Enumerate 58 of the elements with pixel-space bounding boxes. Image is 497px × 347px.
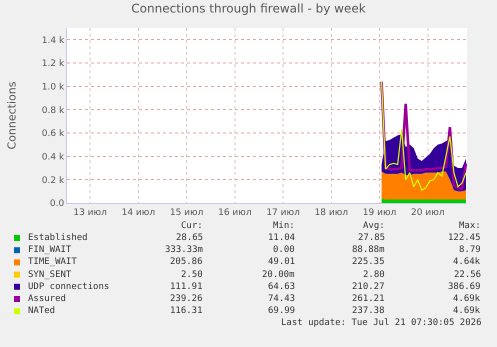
y-tick-label: 0.8 k: [42, 106, 65, 116]
text: 22.56: [454, 270, 482, 280]
text: 4.69k: [453, 306, 481, 316]
text: 69.99: [268, 306, 296, 316]
text: 2.50: [181, 270, 203, 280]
x-tick-label: 18 июл: [314, 208, 348, 218]
x-tick-label: 20 июл: [411, 208, 445, 218]
text: Avg:: [363, 221, 385, 231]
text: 27.85: [358, 233, 386, 243]
text: 8.79: [459, 245, 481, 255]
text: 225.35: [352, 257, 385, 267]
text: 28.65: [176, 233, 204, 243]
y-tick-label: 0.4 k: [42, 152, 65, 162]
text: 88.88m: [352, 245, 385, 255]
y-tick-label: 1.0 k: [42, 82, 65, 92]
text: 2.80: [363, 270, 385, 280]
text: 49.01: [268, 257, 296, 267]
text: 261.21: [352, 294, 385, 304]
legend-label: Assured: [28, 294, 66, 304]
text: 11.04: [268, 233, 296, 243]
text: 4.64k: [453, 257, 481, 267]
y-tick-label: 1.2 k: [42, 59, 65, 70]
text: 386.69: [448, 282, 481, 292]
text: 116.31: [170, 306, 203, 316]
text: 237.38: [352, 306, 385, 316]
x-tick-label: 14 июл: [122, 208, 156, 218]
text: Max:: [459, 221, 481, 231]
legend-label: TIME_WAIT: [28, 257, 78, 267]
y-tick-label: 0.0: [50, 199, 64, 210]
y-tick-label: 0.6 k: [42, 129, 65, 140]
text: 239.26: [170, 294, 203, 304]
legend-label: FIN_WAIT: [28, 245, 72, 255]
text: 64.63: [268, 282, 296, 292]
text: 20.00m: [262, 270, 295, 280]
legend-label: SYN_SENT: [28, 270, 72, 280]
y-tick-label: 0.2 k: [42, 176, 65, 186]
text: 74.43: [268, 294, 296, 304]
legend-label: UDP connections: [28, 282, 110, 292]
text: Cur:: [181, 221, 203, 231]
y-tick-label: 1.4 k: [42, 36, 65, 46]
text: 4.69k: [453, 294, 481, 304]
legend-label: Established: [28, 233, 88, 243]
x-tick-label: 15 июл: [170, 208, 204, 218]
chart-title: Connections through firewall - by week: [131, 1, 366, 16]
text: 210.27: [352, 282, 385, 292]
x-tick-label: 17 июл: [266, 208, 300, 218]
text: 333.33m: [165, 245, 203, 255]
x-tick-label: 16 июл: [218, 208, 252, 218]
text: Last update: Tue Jul 21 07:30:05 2026: [281, 318, 482, 328]
x-tick-label: 13 июл: [73, 208, 107, 218]
text: 0.00: [273, 245, 295, 255]
text: 122.45: [448, 233, 481, 243]
x-tick-label: 19 июл: [362, 208, 396, 218]
text: 205.86: [170, 257, 203, 267]
text: 111.91: [170, 282, 203, 292]
text: Min:: [273, 221, 295, 231]
y-axis-title: Connections: [6, 81, 18, 150]
legend-label: NATed: [28, 306, 56, 316]
